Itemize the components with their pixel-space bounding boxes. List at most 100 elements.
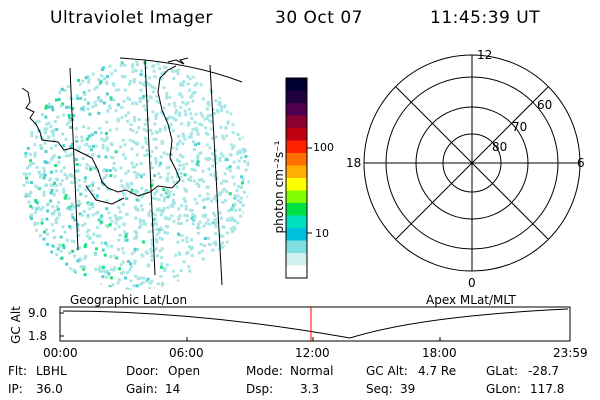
- uv-pixel: [78, 246, 82, 250]
- uv-pixel: [113, 174, 117, 178]
- uv-pixel: [126, 111, 130, 115]
- uv-pixel: [133, 69, 137, 73]
- uv-pixel: [175, 185, 179, 189]
- uv-pixel: [124, 235, 128, 239]
- uv-pixel: [142, 240, 145, 244]
- uv-pixel: [224, 103, 228, 107]
- uv-pixel: [183, 199, 187, 203]
- door-label: Door:: [126, 364, 159, 378]
- uv-pixel: [190, 254, 194, 258]
- uv-pixel: [30, 134, 34, 138]
- uv-pixel: [108, 216, 112, 220]
- uv-pixel: [44, 115, 48, 119]
- uv-pixel: [75, 139, 79, 143]
- uv-pixel: [87, 236, 91, 240]
- uv-pixel: [370, 260, 374, 264]
- uv-pixel: [94, 212, 98, 215]
- uv-pixel: [51, 205, 55, 209]
- uv-pixel: [64, 149, 68, 153]
- uv-pixel: [121, 202, 125, 206]
- uv-pixel: [125, 212, 129, 216]
- uv-pixel: [133, 249, 137, 253]
- uv-pixel: [228, 165, 232, 169]
- uv-pixel: [381, 251, 385, 255]
- uv-pixel: [64, 154, 68, 158]
- uv-pixel: [105, 120, 109, 124]
- uv-pixel: [143, 84, 147, 88]
- uv-pixel: [150, 238, 154, 242]
- uv-pixel: [384, 242, 388, 246]
- uv-pixel: [76, 226, 80, 230]
- uv-pixel: [201, 198, 205, 202]
- uv-pixel: [148, 154, 152, 158]
- uv-pixel: [162, 86, 166, 90]
- coastline: [21, 65, 181, 197]
- uv-pixel: [68, 267, 72, 271]
- uv-pixel: [125, 197, 129, 201]
- uv-pixel: [108, 106, 112, 110]
- uv-pixel: [371, 219, 375, 222]
- uv-pixel: [122, 186, 126, 190]
- colorbar-band: [286, 153, 307, 166]
- uv-pixel: [135, 208, 139, 212]
- uv-pixel: [190, 116, 194, 120]
- uv-pixel: [129, 191, 133, 195]
- uv-pixel: [374, 253, 378, 257]
- uv-pixel: [36, 221, 40, 225]
- uv-pixel: [72, 268, 76, 272]
- uv-pixel: [221, 234, 225, 238]
- uv-pixel: [141, 83, 145, 86]
- uv-pixel: [101, 248, 105, 252]
- uv-pixel: [387, 254, 391, 258]
- uv-pixel: [177, 168, 181, 171]
- timeline-xtick-2359: 23:59: [553, 346, 588, 360]
- uv-pixel: [150, 258, 154, 262]
- uv-pixel: [145, 188, 149, 192]
- uv-pixel: [117, 217, 121, 221]
- uv-pixel: [196, 272, 200, 276]
- uv-pixel: [149, 202, 153, 206]
- uv-pixel: [105, 269, 109, 273]
- uv-pixel: [159, 213, 163, 217]
- uv-pixel: [60, 87, 64, 91]
- uv-pixel: [91, 241, 95, 244]
- uv-pixel: [234, 208, 238, 212]
- uv-pixel: [138, 194, 142, 198]
- uv-pixel: [65, 238, 69, 242]
- uv-pixel: [88, 207, 92, 211]
- uv-pixel: [186, 82, 190, 86]
- uv-pixel: [39, 208, 43, 212]
- uv-pixel: [71, 142, 74, 146]
- uv-pixel: [37, 206, 40, 210]
- uv-pixel: [191, 99, 195, 103]
- uv-pixel: [52, 229, 56, 233]
- uv-pixel: [108, 128, 112, 132]
- uv-pixel: [200, 114, 204, 118]
- uv-pixel: [189, 112, 193, 116]
- uv-pixel: [211, 248, 215, 252]
- uv-pixel: [128, 82, 131, 86]
- uv-pixel: [368, 254, 372, 258]
- uv-pixel: [182, 80, 186, 84]
- uv-pixel: [35, 165, 39, 169]
- uv-pixel: [45, 232, 49, 236]
- uv-pixel: [54, 221, 58, 225]
- uv-pixel: [214, 232, 218, 235]
- uv-pixel: [107, 211, 111, 215]
- uv-pixel: [29, 215, 33, 218]
- uv-pixel: [112, 98, 116, 102]
- uv-pixel: [168, 193, 172, 197]
- uv-pixel: [174, 111, 178, 115]
- uv-pixel: [99, 283, 102, 287]
- uv-pixel: [47, 136, 51, 140]
- uv-pixel: [133, 229, 137, 233]
- uv-pixel: [151, 196, 155, 200]
- uv-pixel: [112, 268, 116, 272]
- uv-pixel: [214, 225, 218, 229]
- uv-pixel: [172, 77, 176, 80]
- uv-pixel: [113, 214, 117, 218]
- uv-pixel: [189, 135, 193, 139]
- uv-pixel: [64, 194, 68, 198]
- uv-pixel: [53, 209, 57, 213]
- uv-pixel: [191, 128, 195, 132]
